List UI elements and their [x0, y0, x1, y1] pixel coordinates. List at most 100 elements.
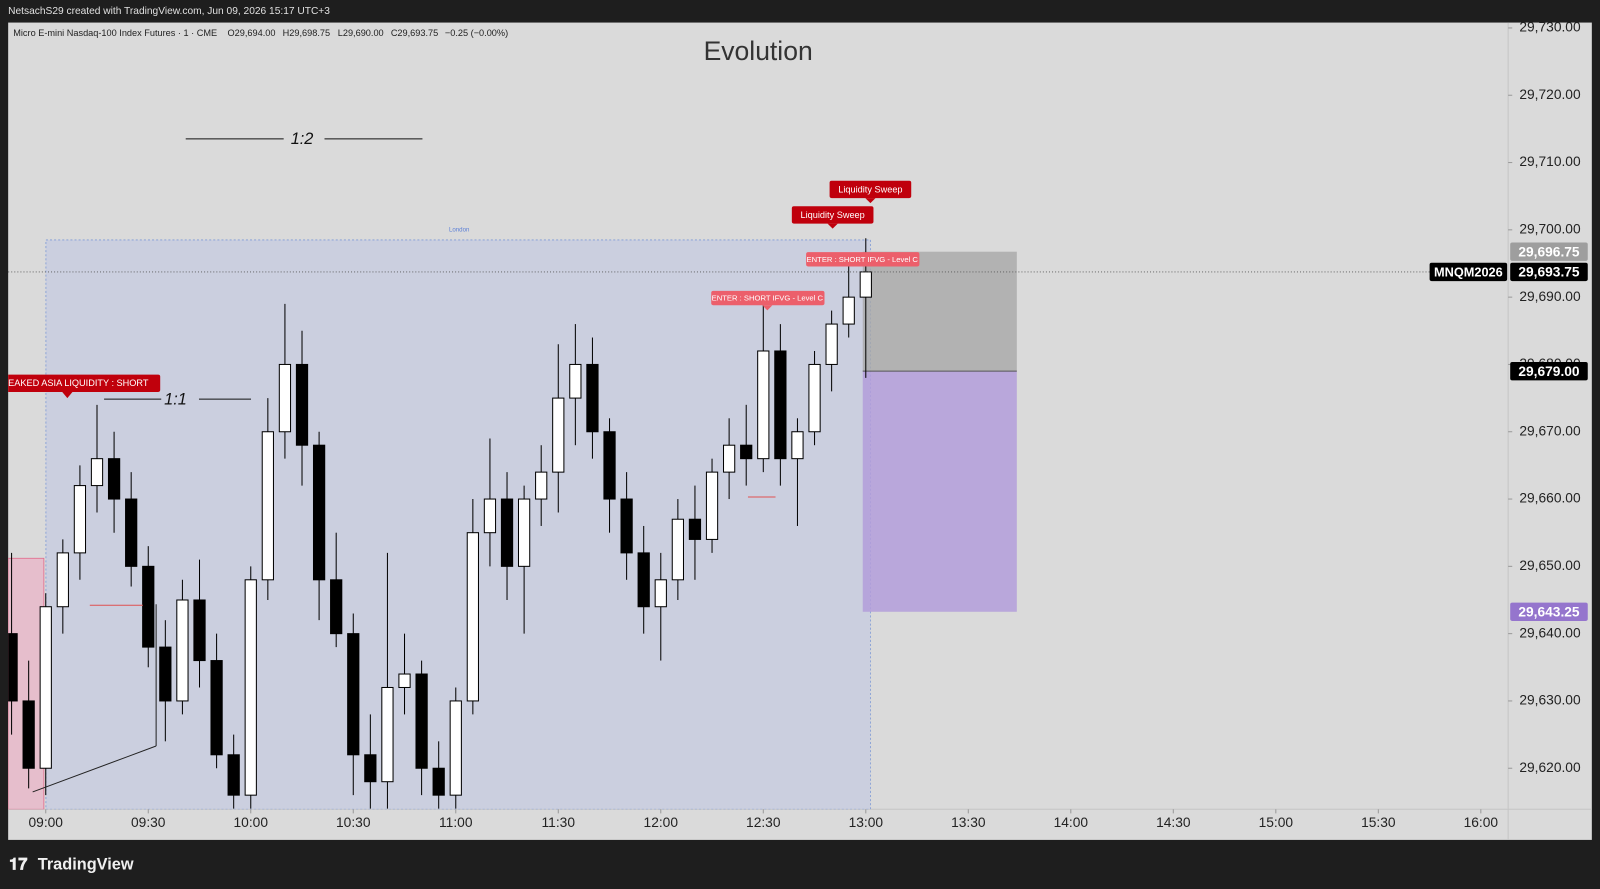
series-name: MNQM2026: [1434, 264, 1503, 279]
candle-body: [364, 754, 377, 783]
y-tick-label: 29,710.00: [1519, 154, 1581, 169]
x-tick-label: 14:30: [1156, 815, 1191, 830]
candle-body: [483, 498, 497, 534]
candle-body: [552, 397, 565, 473]
candle-body: [347, 633, 360, 756]
x-tick-label: 10:30: [336, 815, 371, 830]
y-tick-label: 29,650.00: [1519, 558, 1581, 573]
annotation-pointer: [762, 305, 773, 311]
ohlc-value: O29,694.00: [228, 28, 276, 38]
x-tick-label: 12:00: [644, 815, 679, 830]
candle-body: [859, 271, 872, 298]
candle-body: [688, 518, 702, 540]
candle-body: [654, 579, 667, 608]
x-tick-label: 11:30: [542, 815, 576, 830]
candle-body: [278, 363, 292, 433]
price-label: 29,679.00: [1518, 364, 1580, 379]
candle-body: [73, 485, 87, 554]
candle-body: [500, 498, 514, 567]
candle-body: [159, 646, 172, 702]
candle-body: [722, 444, 736, 473]
candle-body: [466, 532, 479, 702]
price-label: 29,693.75: [1518, 265, 1580, 280]
candle-body: [56, 552, 69, 608]
y-tick-label: 29,620.00: [1519, 760, 1581, 775]
candle-body: [244, 579, 257, 796]
price-label-box: [1510, 242, 1588, 261]
candle-body: [705, 471, 719, 540]
x-tick-label: 15:30: [1361, 815, 1396, 830]
candles: [8, 238, 872, 809]
candle-body: [825, 323, 838, 365]
candle-body: [842, 296, 855, 325]
plot-layer: 1:2 1:1 Liquidity Sweep Liquidity Sweep …: [8, 130, 1017, 810]
candle-body: [432, 767, 445, 796]
candle-body: [740, 444, 753, 460]
x-tick-label: 15:00: [1259, 815, 1294, 830]
y-tick-label: 29,720.00: [1519, 87, 1581, 102]
axes: 29,620.00 29,630.00 29,640.00 29,650.00 29,6…: [8, 20, 1588, 830]
candle-body: [757, 350, 770, 460]
annotation-label: Liquidity Sweep: [801, 210, 865, 220]
annotation-box: [8, 374, 161, 392]
ohlc-change: −0.25 (−0.00%): [445, 28, 508, 38]
annotation-pointer: [865, 198, 876, 204]
x-tick-label: 11:00: [439, 815, 473, 830]
target-zone: [862, 371, 1017, 612]
candle-body: [381, 686, 394, 783]
ratio-label: 1:1: [164, 390, 187, 408]
candle-body: [774, 350, 787, 460]
y-tick-label: 29,630.00: [1519, 693, 1581, 708]
annotation-box: [711, 290, 825, 306]
ohlc-value: C29,693.75: [391, 28, 438, 38]
candle-body: [517, 498, 531, 567]
candle-body: [637, 552, 650, 608]
candle-body: [535, 471, 548, 500]
price-label-box: [1510, 262, 1588, 282]
candle-body: [569, 363, 582, 399]
candle-body: [791, 431, 804, 460]
candle-body: [398, 673, 411, 688]
candle-body: [295, 363, 309, 446]
candle-body: [330, 579, 343, 635]
brand: 𝟏𝟕 TradingView: [9, 856, 134, 874]
annotation-box: [806, 252, 920, 267]
symbol-label: Micro E-mini Nasdaq-100 Index Futures · …: [13, 28, 217, 38]
trend-line: [32, 745, 157, 793]
candle-body: [620, 498, 633, 554]
candle-body: [449, 700, 462, 796]
session-label: London: [449, 226, 469, 233]
x-tick-label: 13:30: [951, 815, 986, 830]
y-tick-label: 29,730.00: [1519, 20, 1581, 35]
ratio-label: 1:2: [291, 130, 314, 148]
candle-body: [8, 633, 18, 702]
candle-body: [125, 498, 138, 567]
y-tick-label: 29,690.00: [1519, 289, 1581, 304]
annotation-label: Liquidity Sweep: [838, 184, 902, 194]
y-tick-label: 29,670.00: [1519, 423, 1581, 438]
candle-body: [808, 363, 821, 433]
x-tick-label: 13:00: [849, 815, 884, 830]
header-text: NetsachS29 created with TradingView.com,…: [8, 6, 330, 17]
series-name-box: [1429, 262, 1508, 282]
candle-body: [176, 599, 189, 702]
price-label-box: [1510, 361, 1588, 381]
candle-body: [415, 673, 428, 769]
x-tick-label: 09:30: [131, 815, 166, 830]
symbol-line: Micro E-mini Nasdaq-100 Index Futures · …: [13, 28, 508, 38]
candle-body: [142, 565, 155, 648]
annotation-label: ENTER : SHORT IFVG - Level C: [712, 294, 824, 303]
stop-zone: [862, 251, 1017, 372]
brand-logo: 𝟏𝟕: [9, 856, 27, 874]
position-zones: [862, 251, 1017, 612]
ohlc-value: L29,690.00: [338, 28, 384, 38]
x-tick-label: 16:00: [1464, 815, 1499, 830]
candle-body: [39, 606, 52, 769]
annotation-box: [829, 180, 912, 199]
annotation-box: [791, 206, 874, 224]
candle-body: [210, 660, 223, 756]
price-label: 29,696.75: [1518, 244, 1580, 259]
candle-body: [107, 458, 121, 500]
price-label: 29,643.25: [1518, 604, 1580, 619]
